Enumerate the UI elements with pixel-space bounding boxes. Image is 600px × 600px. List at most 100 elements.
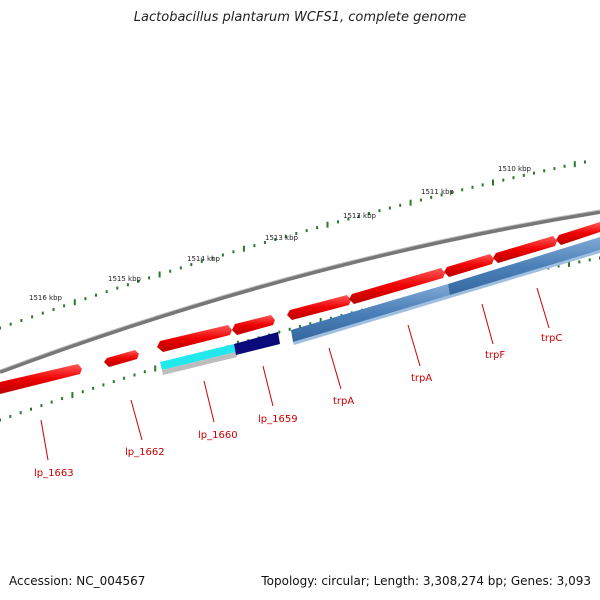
- scale-tick: [419, 198, 422, 202]
- map-title: Lactobacillus plantarum WCFS1, complete …: [133, 10, 467, 25]
- scale-tick: [573, 161, 576, 168]
- scale-tick: [63, 304, 66, 308]
- scale-ticks-upper: [0, 160, 586, 330]
- scale-tick: [143, 370, 146, 374]
- reverse-strand: [160, 237, 600, 375]
- gene-next-fwd[interactable]: [556, 222, 600, 245]
- accession-text: Accession: NC_004567: [9, 574, 146, 588]
- scale-tick: [368, 212, 371, 215]
- scale-tick: [316, 226, 319, 230]
- scale-tick: [502, 178, 505, 182]
- scale-tick: [295, 232, 298, 235]
- scale-tick: [95, 293, 97, 297]
- scale-tick: [409, 199, 412, 206]
- gene-trpA-fwd[interactable]: [287, 295, 351, 320]
- scale-tick: [253, 244, 256, 248]
- scale-tick: [430, 195, 433, 199]
- gene-lp_1659-navy[interactable]: [234, 332, 280, 355]
- scale-tick: [278, 330, 281, 334]
- scale-tick: [543, 169, 546, 173]
- scale-tick: [440, 193, 443, 197]
- scale-tick: [563, 164, 566, 168]
- scale-tick: [112, 380, 115, 384]
- scale-tick: [158, 271, 161, 278]
- scale-tick: [137, 279, 140, 283]
- scale-tick: [73, 299, 76, 306]
- gene-lp_1660-cyan[interactable]: [160, 344, 236, 370]
- gene-trpC-fwd[interactable]: [493, 236, 557, 263]
- gene-lp_1659-fwd[interactable]: [232, 315, 275, 335]
- scale-tick: [30, 407, 32, 411]
- gene-lp_1663[interactable]: [0, 364, 82, 394]
- scale-tick: [105, 290, 108, 294]
- scale-tick: [347, 217, 350, 221]
- scale-tick: [553, 167, 556, 171]
- gene-trp-rev[interactable]: [291, 284, 450, 342]
- scale-tick: [179, 266, 182, 270]
- gene-label-trpA-2: trpA: [411, 373, 432, 384]
- scale-tick: [288, 327, 291, 331]
- gene-label-lp_1662: lp_1662: [125, 447, 165, 458]
- scale-tick: [92, 386, 95, 390]
- scale-tick: [126, 283, 129, 287]
- label-leaders: [40, 287, 550, 461]
- gene-label-trpA-1: trpA: [333, 396, 354, 407]
- gene-trp-rev-2[interactable]: [448, 237, 600, 297]
- scale-tick: [9, 414, 12, 418]
- gene-lp_1660-fwd[interactable]: [157, 325, 232, 352]
- scale-tick: [284, 235, 287, 238]
- scale-tick: [0, 418, 1, 422]
- scale-tick: [309, 322, 312, 326]
- scale-tick: [9, 322, 12, 326]
- scale-tick: [19, 411, 22, 415]
- scale-tick: [116, 286, 119, 290]
- scale-tick: [123, 376, 126, 380]
- scale-tick: [133, 373, 136, 377]
- tick-label-1513: 1513 kbp: [265, 234, 299, 242]
- scale-tick: [557, 264, 560, 268]
- scale-tick: [148, 276, 151, 280]
- scale-tick: [169, 269, 172, 273]
- scale-tick: [0, 326, 1, 330]
- scale-tick: [471, 185, 474, 189]
- scale-tick: [512, 176, 515, 180]
- tick-label-1511: 1511 kbp: [421, 188, 455, 196]
- scale-tick: [522, 173, 525, 177]
- scale-tick: [399, 203, 402, 207]
- scale-tick: [584, 160, 586, 164]
- gene-trpA-2-fwd[interactable]: [349, 268, 445, 304]
- scale-tick: [190, 263, 193, 267]
- gene-label-lp_1663: lp_1663: [34, 468, 74, 479]
- scale-tick: [319, 318, 322, 324]
- gene-label-trpC: trpC: [541, 333, 562, 344]
- forward-strand: [0, 222, 600, 394]
- gene-lp_1660-grey[interactable]: [162, 352, 237, 375]
- tick-label-1516: 1516 kbp: [29, 294, 63, 302]
- scale-tick: [378, 209, 381, 213]
- scale-tick: [232, 250, 235, 254]
- tick-label-1515: 1515 kbp: [108, 275, 142, 283]
- scale-tick: [81, 390, 84, 394]
- scale-tick: [326, 221, 329, 228]
- gene-lp_1662[interactable]: [104, 350, 139, 367]
- scale-tick: [461, 188, 464, 192]
- scale-tick: [578, 260, 581, 264]
- scale-tick: [102, 383, 105, 387]
- genome-backbone: [0, 210, 600, 374]
- scale-tick: [71, 392, 74, 399]
- scale-tick: [357, 214, 360, 218]
- scale-tick: [305, 229, 308, 233]
- scale-tick: [40, 404, 43, 408]
- gene-label-trpF: trpF: [485, 350, 505, 361]
- genome-summary-text: Topology: circular; Length: 3,308,274 bp…: [261, 574, 591, 588]
- scale-tick: [154, 365, 157, 372]
- tick-label-1514: 1514 kbp: [187, 255, 221, 263]
- scale-tick: [211, 256, 214, 260]
- scale-tick: [263, 241, 266, 244]
- scale-tick: [337, 220, 339, 224]
- gene-label-lp_1660: lp_1660: [198, 430, 238, 441]
- gene-trpF-fwd[interactable]: [444, 254, 494, 277]
- scale-tick: [481, 183, 484, 187]
- scale-tick: [450, 190, 453, 194]
